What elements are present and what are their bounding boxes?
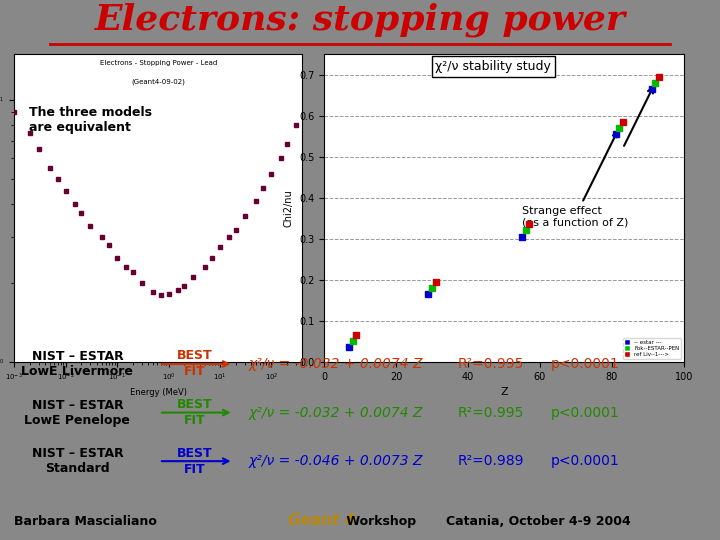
Text: FIT: FIT xyxy=(184,414,205,427)
Text: NIST – ESTAR
LowE Penelope: NIST – ESTAR LowE Penelope xyxy=(24,399,130,427)
Text: Geant 4: Geant 4 xyxy=(288,513,355,528)
Text: Catania, October 4-9 2004: Catania, October 4-9 2004 xyxy=(446,515,631,528)
Text: p<0.0001: p<0.0001 xyxy=(551,406,619,420)
Text: BEST: BEST xyxy=(176,398,212,411)
Text: χ²/ν stability study: χ²/ν stability study xyxy=(436,60,551,73)
Text: Electrons - Stopping Power - Lead: Electrons - Stopping Power - Lead xyxy=(100,60,217,66)
Text: R²=0.989: R²=0.989 xyxy=(457,454,523,468)
Text: Workshop: Workshop xyxy=(342,515,416,528)
Text: p<0.0001: p<0.0001 xyxy=(551,357,619,371)
Text: χ²/ν = -0.032 + 0.0074 Z: χ²/ν = -0.032 + 0.0074 Z xyxy=(248,357,423,371)
Text: Electrons: stopping power: Electrons: stopping power xyxy=(94,2,626,37)
Text: χ²/ν = -0.046 + 0.0073 Z: χ²/ν = -0.046 + 0.0073 Z xyxy=(248,454,423,468)
Text: χ²/ν = -0.032 + 0.0074 Z: χ²/ν = -0.032 + 0.0074 Z xyxy=(248,406,423,420)
Text: BEST: BEST xyxy=(176,447,212,460)
Text: The three models
are equivalent: The three models are equivalent xyxy=(29,106,152,134)
Y-axis label: Chi2/nu: Chi2/nu xyxy=(284,189,293,227)
X-axis label: Z: Z xyxy=(500,387,508,397)
X-axis label: Energy (MeV): Energy (MeV) xyxy=(130,388,187,397)
Text: Barbara Mascialiano: Barbara Mascialiano xyxy=(14,515,157,528)
Text: FIT: FIT xyxy=(184,366,205,379)
Text: NIST – ESTAR
Standard: NIST – ESTAR Standard xyxy=(32,447,123,475)
Legend: -- estar ---, Fok--ESTAR--PEN, ref Liv--1--->: -- estar ---, Fok--ESTAR--PEN, ref Liv--… xyxy=(623,339,681,359)
Text: Strange effect
(as a function of Z): Strange effect (as a function of Z) xyxy=(522,132,629,227)
Text: p<0.0001: p<0.0001 xyxy=(551,454,619,468)
Text: NIST – ESTAR
LowE Livermore: NIST – ESTAR LowE Livermore xyxy=(22,350,133,378)
Text: R²=0.995: R²=0.995 xyxy=(457,357,523,371)
Text: R²=0.995: R²=0.995 xyxy=(457,406,523,420)
Text: BEST: BEST xyxy=(176,349,212,362)
Text: (Geant4-09-02): (Geant4-09-02) xyxy=(132,79,185,85)
Text: FIT: FIT xyxy=(184,463,205,476)
